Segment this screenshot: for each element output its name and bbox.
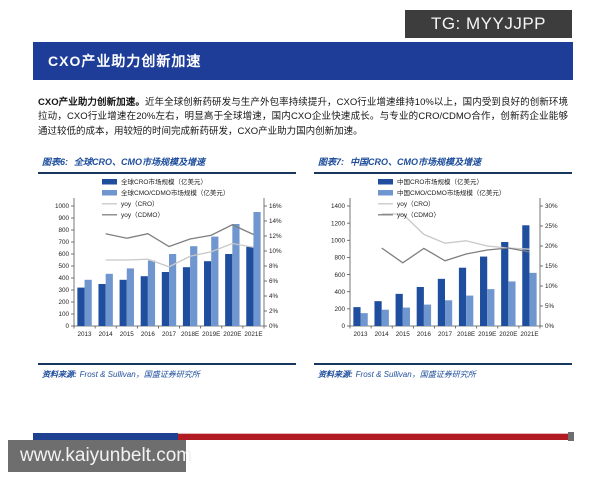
figure-7-label: 图表7:	[318, 157, 345, 167]
tg-watermark-badge: TG: MYYJJPP	[405, 10, 572, 38]
svg-text:6%: 6%	[269, 278, 279, 285]
svg-text:20%: 20%	[545, 243, 558, 250]
svg-text:200: 200	[58, 299, 69, 306]
figure-7-title-row: 图表7: 中国CRO、CMO市场规模及增速	[314, 152, 572, 174]
svg-text:2018E: 2018E	[457, 331, 475, 338]
tg-watermark-text: TG: MYYJJPP	[430, 14, 547, 33]
footer-stripe-blue	[33, 433, 178, 440]
svg-text:2016: 2016	[141, 331, 156, 338]
figure-7-chart-canvas: 0 200 400 600 800 1000 1200 1400 0% 5% 10% 15% 20% 25…	[331, 177, 558, 338]
figure-7-source-text: Frost & Sullivan，国盛证券研究所	[355, 370, 476, 379]
svg-text:2020E: 2020E	[223, 331, 241, 338]
svg-text:100: 100	[58, 311, 69, 318]
svg-text:yoy（CDMO）: yoy（CDMO）	[121, 211, 164, 219]
svg-text:中国CRO市场规模（亿美元）: 中国CRO市场规模（亿美元）	[397, 177, 483, 186]
svg-text:yoy（CRO）: yoy（CRO）	[397, 200, 435, 208]
svg-text:5%: 5%	[545, 303, 555, 310]
body-paragraph: CXO产业助力创新加速。近年全球创新药研发与生产外包率持续提升，CXO行业增速维…	[38, 96, 568, 139]
svg-text:yoy（CRO）: yoy（CRO）	[121, 200, 159, 208]
figure-6-title: 全球CRO、CMO市场规模及增速	[74, 157, 206, 167]
svg-text:2016: 2016	[417, 331, 432, 338]
svg-text:2020E: 2020E	[499, 331, 517, 338]
figure-6-source-label: 资料来源:	[42, 370, 77, 379]
section-title: CXO产业助力创新加速	[48, 53, 202, 69]
svg-text:中国CMO/CDMO市场规模（亿美元）: 中国CMO/CDMO市场规模（亿美元）	[397, 188, 505, 197]
svg-text:1400: 1400	[331, 203, 346, 210]
figure-6-label: 图表6:	[42, 157, 69, 167]
svg-text:2014: 2014	[99, 331, 114, 338]
figure-7-source-row: 资料来源: Frost & Sullivan，国盛证券研究所	[314, 363, 572, 380]
footer-stripe-red	[178, 433, 568, 440]
svg-text:200: 200	[334, 306, 345, 313]
svg-text:25%: 25%	[545, 223, 558, 230]
svg-text:2015: 2015	[396, 331, 411, 338]
svg-text:8%: 8%	[269, 263, 279, 270]
svg-text:全球CRO市场规模（亿美元）: 全球CRO市场规模（亿美元）	[121, 177, 207, 186]
svg-text:2%: 2%	[269, 308, 279, 315]
svg-text:4%: 4%	[269, 293, 279, 300]
svg-text:15%: 15%	[545, 263, 558, 270]
svg-text:300: 300	[58, 287, 69, 294]
svg-text:2021E: 2021E	[244, 331, 262, 338]
svg-text:800: 800	[58, 227, 69, 234]
svg-text:600: 600	[58, 251, 69, 258]
figure-7-title: 中国CRO、CMO市场规模及增速	[350, 157, 482, 167]
svg-text:2018E: 2018E	[181, 331, 199, 338]
svg-text:1000: 1000	[331, 237, 346, 244]
svg-text:800: 800	[334, 255, 345, 262]
figure-6-chart-canvas: 0 100 200 300 400 500 600 700 800 900 1000 0% 2% 4% 6%…	[55, 177, 282, 338]
svg-text:14%: 14%	[269, 218, 282, 225]
figure-6-block: 图表6: 全球CRO、CMO市场规模及增速 0 100 200 300 400 500 60…	[38, 152, 296, 380]
svg-text:0: 0	[341, 323, 345, 330]
svg-text:2021E: 2021E	[520, 331, 538, 338]
svg-text:2019E: 2019E	[478, 331, 496, 338]
body-paragraph-text: 近年全球创新药研发与生产外包率持续提升，CXO行业增速维持10%以上，国内受到良…	[38, 97, 568, 137]
footer-watermark-badge: www.kaiyunbelt.com	[8, 440, 192, 472]
svg-text:0%: 0%	[545, 323, 555, 330]
svg-text:700: 700	[58, 239, 69, 246]
svg-text:10%: 10%	[269, 248, 282, 255]
svg-text:12%: 12%	[269, 233, 282, 240]
footer-stripe-endcap	[568, 432, 574, 441]
figure-7-source-label: 资料来源:	[318, 370, 353, 379]
svg-text:400: 400	[334, 289, 345, 296]
svg-text:400: 400	[58, 275, 69, 282]
svg-text:2014: 2014	[375, 331, 390, 338]
svg-text:2017: 2017	[162, 331, 177, 338]
svg-text:16%: 16%	[269, 203, 282, 210]
figure-7-block: 图表7: 中国CRO、CMO市场规模及增速 0 200 400 600 800 1000 1…	[314, 152, 572, 380]
figures-row: 图表6: 全球CRO、CMO市场规模及增速 0 100 200 300 400 500 60…	[38, 152, 572, 380]
svg-text:500: 500	[58, 263, 69, 270]
svg-text:2015: 2015	[120, 331, 135, 338]
svg-text:全球CMO/CDMO市场规模（亿美元）: 全球CMO/CDMO市场规模（亿美元）	[121, 188, 229, 197]
svg-text:2017: 2017	[438, 331, 453, 338]
svg-text:2019E: 2019E	[202, 331, 220, 338]
figure-6-title-row: 图表6: 全球CRO、CMO市场规模及增速	[38, 152, 296, 174]
svg-text:600: 600	[334, 272, 345, 279]
svg-text:yoy（CDMO）: yoy（CDMO）	[397, 211, 440, 219]
section-header-bar: CXO产业助力创新加速	[33, 42, 573, 80]
svg-text:0%: 0%	[269, 323, 279, 330]
svg-text:2013: 2013	[354, 331, 369, 338]
svg-text:0: 0	[65, 323, 69, 330]
footer-watermark-text: www.kaiyunbelt.com	[20, 445, 193, 466]
body-paragraph-lead: CXO产业助力创新加速。	[38, 97, 145, 108]
figure-6-source-row: 资料来源: Frost & Sullivan，国盛证券研究所	[38, 363, 296, 380]
svg-text:10%: 10%	[545, 283, 558, 290]
svg-text:30%: 30%	[545, 203, 558, 210]
svg-text:2013: 2013	[78, 331, 93, 338]
svg-text:1200: 1200	[331, 220, 346, 227]
figure-6-source-text: Frost & Sullivan，国盛证券研究所	[79, 370, 200, 379]
svg-text:900: 900	[58, 215, 69, 222]
svg-text:1000: 1000	[55, 203, 70, 210]
